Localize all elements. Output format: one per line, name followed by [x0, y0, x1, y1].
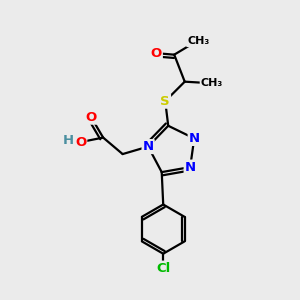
- Text: Cl: Cl: [156, 262, 170, 275]
- Text: O: O: [151, 47, 162, 60]
- Text: H: H: [62, 134, 74, 147]
- Text: S: S: [160, 95, 170, 108]
- Text: N: N: [184, 160, 196, 174]
- Text: O: O: [85, 111, 97, 124]
- Text: N: N: [142, 140, 154, 153]
- Text: O: O: [75, 136, 86, 148]
- Text: N: N: [189, 132, 200, 145]
- Text: CH₃: CH₃: [187, 36, 209, 46]
- Text: CH₃: CH₃: [201, 78, 223, 88]
